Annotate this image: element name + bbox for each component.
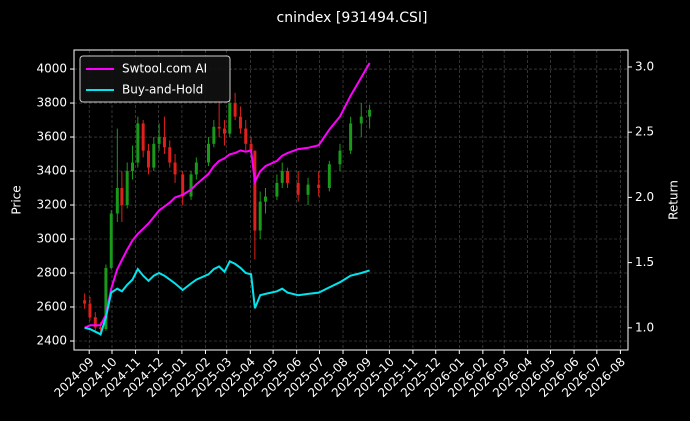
y2-tick-label: 2.5 <box>635 125 654 139</box>
candle-body <box>212 126 216 144</box>
candle-body <box>131 162 135 172</box>
y-tick-label: 4000 <box>36 62 67 76</box>
candle-body <box>368 109 372 117</box>
candle-body <box>207 143 211 163</box>
candle-body <box>228 103 232 134</box>
y-tick-label: 3400 <box>36 164 67 178</box>
candle-body <box>136 123 140 163</box>
candle-body <box>217 126 221 129</box>
candle-body <box>115 188 119 214</box>
candle-body <box>296 182 300 195</box>
candle-body <box>238 116 242 129</box>
candle-body <box>104 267 108 330</box>
y2-tick-label: 1.5 <box>635 255 654 269</box>
candle-body <box>189 174 193 197</box>
candle-body <box>181 174 185 197</box>
candle-body <box>162 137 166 148</box>
y-tick-label: 2600 <box>36 299 67 313</box>
y-tick-label: 2800 <box>36 266 67 280</box>
candle-body <box>168 147 172 163</box>
y-tick-label: 3200 <box>36 198 67 212</box>
candle-body <box>146 150 150 168</box>
y2-tick-label: 1.0 <box>635 320 654 334</box>
candle-body <box>275 182 279 197</box>
y2-tick-label: 3.0 <box>635 59 654 73</box>
candle-body <box>141 123 145 151</box>
candle-body <box>286 171 290 183</box>
candle-body <box>88 303 92 318</box>
candle-body <box>317 184 321 189</box>
candle-body <box>280 171 284 183</box>
candle-body <box>306 184 310 195</box>
candle-body <box>222 128 226 134</box>
legend-box <box>79 55 231 103</box>
candle-body <box>120 188 124 206</box>
y-axis-label: Price <box>10 185 24 214</box>
candle-body <box>173 162 177 175</box>
candle-body <box>264 196 268 202</box>
candle-body <box>327 164 331 189</box>
y2-axis-label: Return <box>667 180 681 220</box>
y2-tick-label: 2.0 <box>635 190 654 204</box>
candle-body <box>109 213 113 268</box>
y-tick-label: 2400 <box>36 333 67 347</box>
y-tick-label: 3800 <box>36 96 67 110</box>
candle-body <box>83 300 87 304</box>
candle-body <box>194 162 198 175</box>
candle-body <box>125 171 129 206</box>
candle-body <box>244 128 248 144</box>
chart-title: cnindex [931494.CSI] <box>277 10 428 26</box>
candle-body <box>152 143 156 168</box>
y-tick-label: 3000 <box>36 232 67 246</box>
candle-body <box>349 123 353 151</box>
candle-body <box>253 150 257 231</box>
candle-body <box>249 143 253 151</box>
candle-body <box>93 317 97 328</box>
candle-body <box>233 103 237 117</box>
line-series <box>84 62 371 329</box>
candle-body <box>338 150 342 165</box>
candle-body <box>99 327 103 330</box>
line-series <box>84 259 370 336</box>
y-tick-label: 3600 <box>36 130 67 144</box>
legend-label: Buy-and-Hold <box>122 83 203 97</box>
candle-body <box>359 116 363 124</box>
legend-label: Swtool.com AI <box>122 62 207 76</box>
candle-body <box>157 137 161 144</box>
plot-frame <box>73 49 629 351</box>
candle-body <box>258 201 262 231</box>
